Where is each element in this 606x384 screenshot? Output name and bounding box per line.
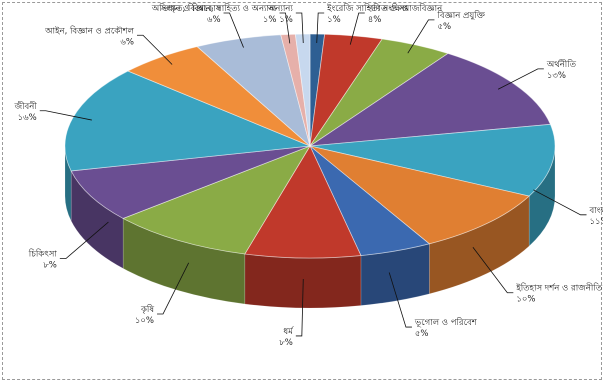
slice-label-14: অন্যান্য: [267, 4, 293, 14]
slice-label-0: ইংরেজি সাহিত্য সংক্ষিপ্ত: [326, 3, 409, 14]
leader-line-14: [295, 12, 304, 44]
pie-slice-8: [122, 145, 311, 255]
slice-label-13: সংস্কৃত, বিজ্ঞান, সাহিত্য ও অন্যান্য: [160, 3, 277, 14]
slice-value-10: ১৬%: [18, 113, 37, 123]
leader-line-7: [295, 278, 304, 337]
pie-slice-10: [64, 70, 311, 172]
pie-slice-7: [244, 145, 362, 259]
pie-slice-9: [70, 145, 311, 219]
slice-label-10: জীবনী: [13, 100, 37, 112]
pie-chart: ইংরেজি সাহিত্য সংক্ষিপ্ত১%গণিত ও সমাজবিজ…: [13, 3, 603, 348]
slice-label-1: গণিত ও সমাজবিজ্ঞান: [368, 3, 443, 14]
leader-line-0: [316, 12, 325, 44]
pie-slice-5: [309, 145, 530, 245]
leader-line-5: [472, 246, 514, 294]
leader-line-2: [407, 19, 435, 54]
leader-line-12: [223, 12, 244, 48]
slice-label-2: বিজ্ঞান প্রযুক্তি: [436, 10, 485, 21]
leader-line-3: [497, 68, 544, 90]
pie-top-faces: [64, 33, 556, 259]
leader-line-9: [59, 221, 109, 260]
slice-value-5: ১০%: [516, 295, 535, 305]
leader-line-4: [533, 189, 587, 216]
slice-label-8: কৃষি: [140, 304, 155, 315]
slice-value-3: ১৩%: [547, 71, 566, 81]
leader-line-13: [279, 12, 291, 44]
slice-label-5: ইতিহাস দর্শন ও রাজনীতি: [515, 282, 602, 294]
leader-line-11: [136, 34, 173, 65]
slice-value-2: ৫%: [437, 22, 451, 32]
pie-slice-3: [309, 53, 551, 147]
pie-labels: ইংরেজি সাহিত্য সংক্ষিপ্ত১%গণিত ও সমাজবিজ…: [13, 3, 603, 348]
slice-value-14: ১%: [279, 15, 293, 25]
slice-value-4: ১১%: [590, 217, 603, 227]
slice-value-13: ১%: [263, 15, 277, 25]
slice-label-6: ভূগোল ও পরিবেশ: [414, 317, 478, 328]
slice-value-11: ৬%: [120, 37, 134, 47]
slice-value-8: ১০%: [135, 316, 154, 326]
slice-value-9: ৮%: [43, 261, 57, 271]
slice-label-3: অর্থনীতি: [546, 58, 577, 70]
slice-value-7: ৮%: [279, 338, 293, 348]
slice-label-4: বাংলা সাহিত্য: [589, 205, 603, 216]
slice-label-7: ধর্ম: [283, 326, 294, 337]
slice-label-11: আইন, বিজ্ঞান ও প্রকৌশল: [44, 25, 134, 36]
slice-label-12: অভিধান ও বিশ্বকোষ: [151, 3, 222, 14]
chart-frame: ইংরেজি সাহিত্য সংক্ষিপ্ত ১% গণিত ও সমাজবিজ…: [2, 2, 603, 380]
leader-line-1: [349, 12, 365, 45]
leader-line-6: [388, 272, 412, 328]
leader-line-10: [39, 110, 92, 121]
slice-value-0: ১%: [327, 15, 341, 25]
slice-value-12: ৬%: [207, 15, 221, 25]
leader-line-8: [157, 262, 190, 315]
slice-value-1: ৪%: [368, 15, 382, 25]
slice-label-9: চিকিৎসা: [28, 249, 58, 260]
slice-value-6: ৫%: [415, 329, 429, 339]
pie-slice-4: [309, 123, 556, 197]
